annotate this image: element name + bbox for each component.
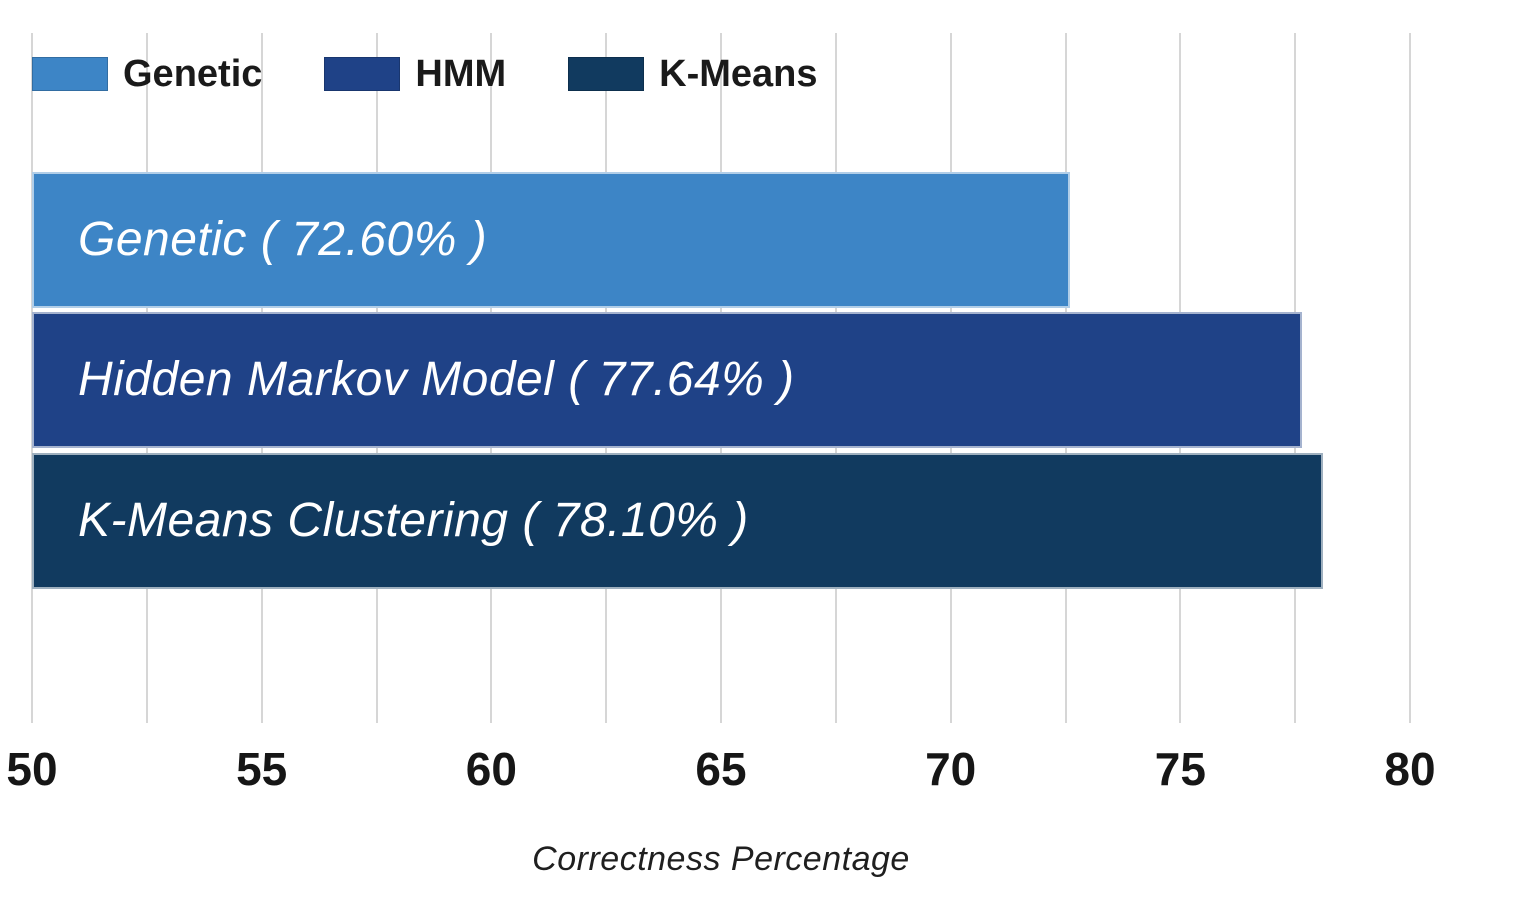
x-axis-tick-label: 55 xyxy=(236,743,288,795)
gridline xyxy=(1409,33,1411,723)
bar-value-label: Hidden Markov Model ( 77.64% ) xyxy=(78,353,795,406)
bar-genetic[interactable]: Genetic ( 72.60% ) xyxy=(32,171,1071,308)
x-axis-tick-label: 80 xyxy=(1384,743,1436,795)
legend-item-k-means[interactable]: K-Means xyxy=(568,53,818,95)
bar-value-label: K-Means Clustering ( 78.10% ) xyxy=(78,493,749,547)
bar-value-label: Genetic ( 72.60% ) xyxy=(78,212,488,266)
legend-label: HMM xyxy=(415,53,507,95)
x-axis-title: Correctness Percentage xyxy=(532,840,910,878)
legend-item-hmm[interactable]: HMM xyxy=(324,55,506,93)
x-axis-tick-label: 75 xyxy=(1154,743,1206,795)
legend-swatch xyxy=(568,57,645,91)
x-axis-tick-label: 60 xyxy=(465,743,517,795)
legend-label: K-Means xyxy=(659,53,818,95)
x-axis-tick-label: 65 xyxy=(695,743,747,795)
legend-swatch xyxy=(324,57,401,91)
bar-k-means[interactable]: K-Means Clustering ( 78.10% ) xyxy=(32,452,1323,589)
legend-swatch xyxy=(32,57,108,91)
x-axis-tick-label: 50 xyxy=(6,743,58,795)
x-axis-tick-label: 70 xyxy=(925,743,977,795)
legend-label: Genetic xyxy=(123,53,263,95)
bar-hmm[interactable]: Hidden Markov Model ( 77.64% ) xyxy=(32,312,1302,448)
legend-item-genetic[interactable]: Genetic xyxy=(32,55,262,93)
chart-legend: Genetic HMM K-Means xyxy=(32,55,880,93)
